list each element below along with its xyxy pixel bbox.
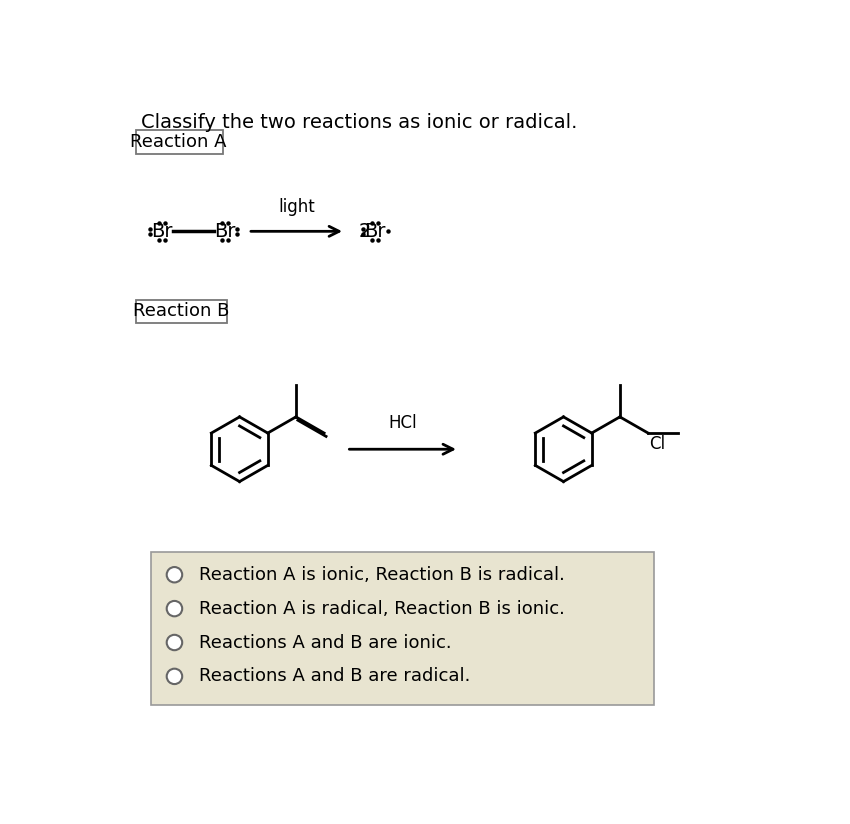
Text: Cl: Cl xyxy=(649,435,666,453)
FancyBboxPatch shape xyxy=(151,551,654,705)
Text: Reactions A and B are ionic.: Reactions A and B are ionic. xyxy=(199,634,452,652)
Text: Br: Br xyxy=(214,222,235,241)
Text: Reaction A is ionic, Reaction B is radical.: Reaction A is ionic, Reaction B is radic… xyxy=(199,566,565,583)
Circle shape xyxy=(167,567,182,583)
Text: HCl: HCl xyxy=(388,414,417,433)
Text: Reaction B: Reaction B xyxy=(133,302,230,321)
Text: Reactions A and B are radical.: Reactions A and B are radical. xyxy=(199,667,471,686)
Circle shape xyxy=(167,669,182,684)
Text: Br: Br xyxy=(151,222,173,241)
Text: Classify the two reactions as ionic or radical.: Classify the two reactions as ionic or r… xyxy=(141,113,577,132)
Text: 2: 2 xyxy=(358,222,371,241)
Text: Reaction A: Reaction A xyxy=(130,133,227,151)
Text: light: light xyxy=(278,198,314,216)
Text: Reaction A is radical, Reaction B is ionic.: Reaction A is radical, Reaction B is ion… xyxy=(199,600,565,618)
Circle shape xyxy=(167,601,182,616)
Circle shape xyxy=(167,634,182,650)
FancyBboxPatch shape xyxy=(137,300,227,323)
Text: Br: Br xyxy=(365,222,386,241)
FancyBboxPatch shape xyxy=(137,130,224,153)
